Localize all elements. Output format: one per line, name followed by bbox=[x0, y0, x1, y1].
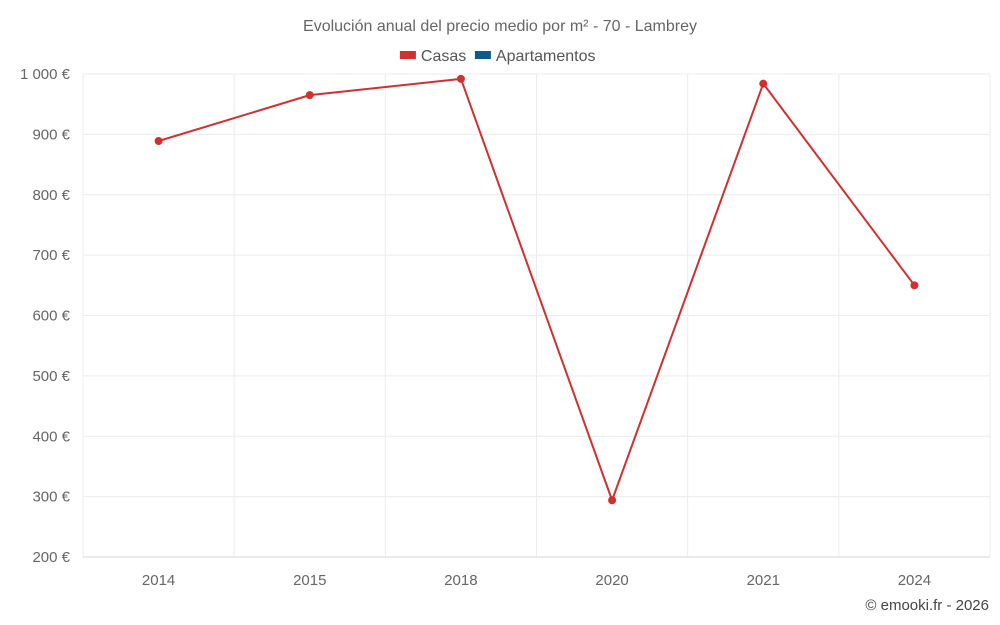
data-point bbox=[305, 91, 314, 100]
data-point bbox=[910, 281, 919, 290]
legend: Casas Apartamentos bbox=[399, 48, 596, 65]
series-layer bbox=[154, 74, 919, 505]
series-line-casas bbox=[158, 77, 916, 502]
x-tick-label: 2020 bbox=[595, 572, 628, 589]
credit-text: © emooki.fr - 2026 bbox=[865, 597, 989, 614]
grid bbox=[82, 73, 991, 557]
data-point bbox=[608, 496, 617, 505]
y-tick-label: 200 € bbox=[32, 549, 70, 566]
y-tick-label: 1 000 € bbox=[20, 66, 71, 83]
data-point bbox=[759, 79, 768, 88]
x-axis: 2014 2015 2018 2020 2021 2024 bbox=[83, 556, 990, 589]
y-tick-label: 800 € bbox=[32, 187, 70, 204]
x-tick-label: 2015 bbox=[293, 572, 326, 589]
x-tick-label: 2024 bbox=[898, 572, 931, 589]
data-point bbox=[154, 137, 163, 146]
x-tick-label: 2018 bbox=[444, 572, 477, 589]
chart-title: Evolución anual del precio medio por m² … bbox=[303, 18, 697, 35]
legend-swatch-apartamentos bbox=[474, 51, 491, 59]
legend-swatch-casas bbox=[399, 51, 416, 59]
x-tick-label: 2021 bbox=[747, 572, 780, 589]
y-tick-label: 500 € bbox=[32, 368, 70, 385]
y-tick-label: 300 € bbox=[32, 489, 70, 506]
legend-label-apartamentos: Apartamentos bbox=[496, 48, 596, 65]
x-tick-label: 2014 bbox=[142, 572, 175, 589]
y-axis: 200 € 300 € 400 € 500 € 600 € 700 € 800 € 900 €… bbox=[20, 66, 71, 566]
y-tick-label: 400 € bbox=[32, 428, 70, 445]
y-tick-label: 900 € bbox=[32, 126, 70, 143]
y-tick-label: 600 € bbox=[32, 308, 70, 325]
y-tick-label: 700 € bbox=[32, 247, 70, 264]
data-point bbox=[456, 74, 465, 83]
legend-label-casas: Casas bbox=[421, 48, 466, 65]
